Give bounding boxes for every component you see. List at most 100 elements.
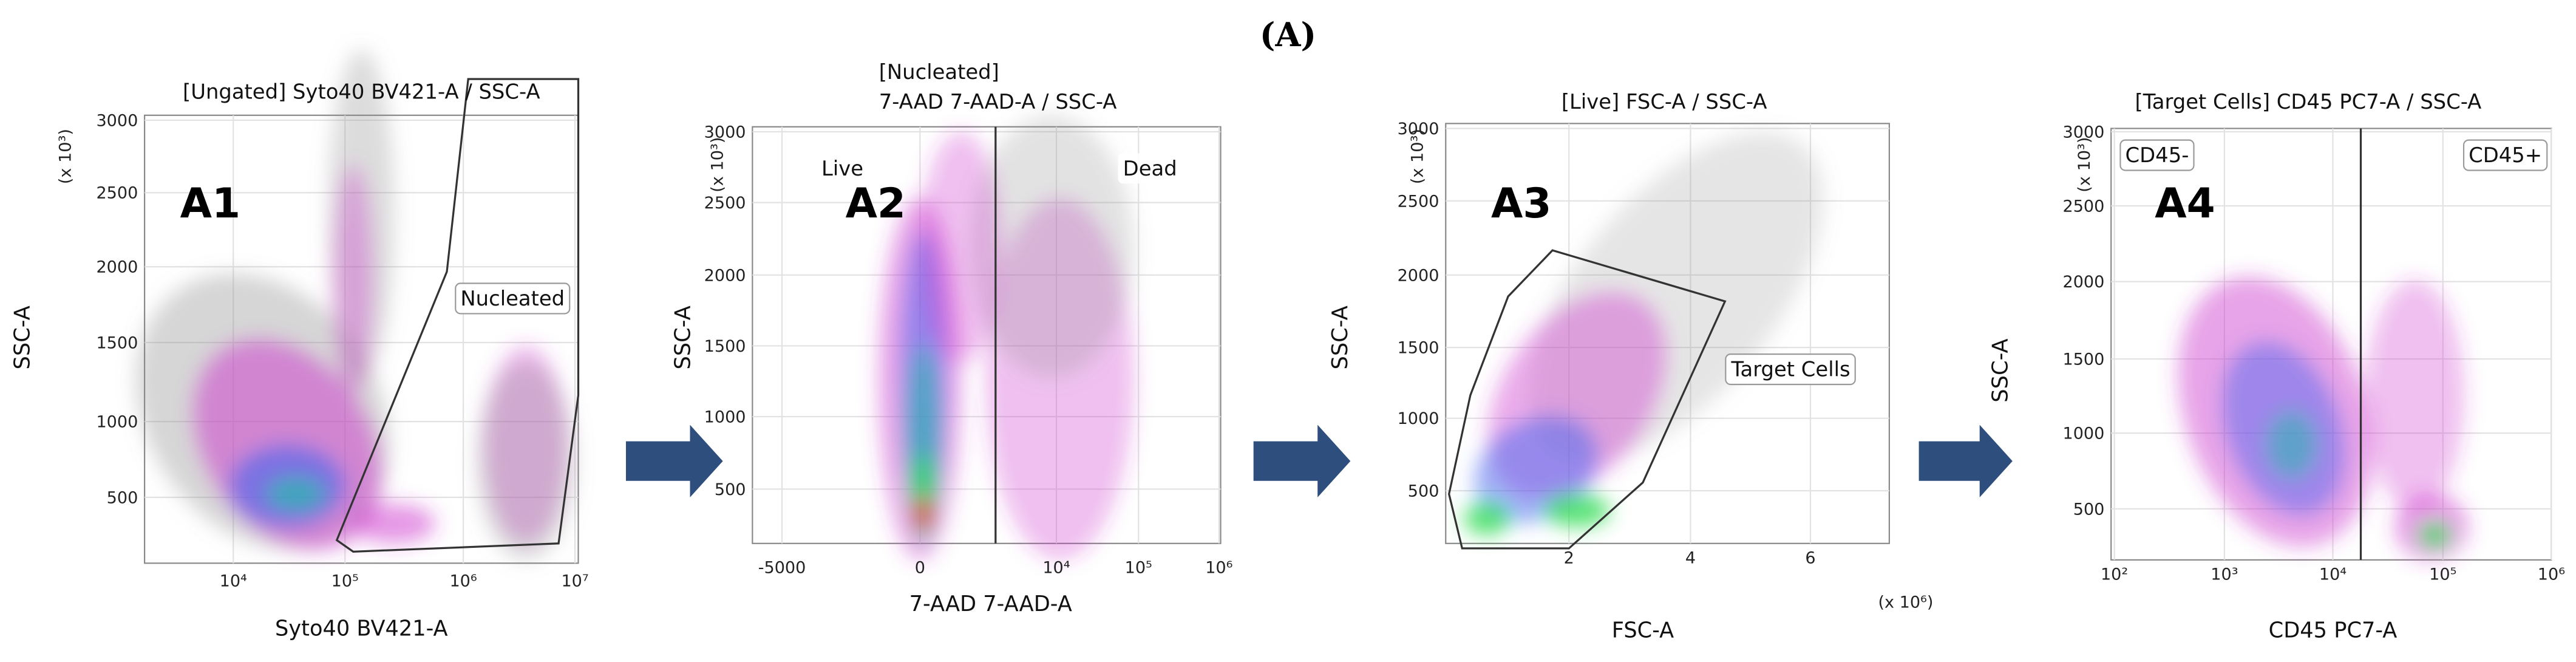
y-multiplier: (x 10³) bbox=[1408, 129, 1427, 184]
y-tick-label: 3000 bbox=[1398, 120, 1439, 138]
y-tick-label: 1500 bbox=[2063, 350, 2105, 369]
density-blob bbox=[915, 497, 932, 531]
panel: [Nucleated] 7-AAD 7-AAD-A / SSC-A A2 SSC-A (… bbox=[671, 60, 1233, 616]
gate-label-box bbox=[1725, 353, 1856, 386]
x-tick-label: 0 bbox=[915, 559, 925, 578]
panel-title: [Live] FSC-A / SSC-A bbox=[1562, 90, 1767, 114]
density-blob bbox=[2418, 522, 2452, 548]
y-tick-label: 500 bbox=[715, 480, 746, 499]
density-cloud bbox=[2178, 276, 2468, 560]
density-blob bbox=[476, 362, 576, 560]
gate-label-box bbox=[455, 282, 571, 315]
y-tick-label: 2000 bbox=[704, 266, 746, 285]
x-axis-label: 7-AAD 7-AAD-A bbox=[909, 592, 1072, 616]
y-multiplier: (x 10³) bbox=[56, 129, 75, 184]
gate-label: Live bbox=[821, 157, 863, 180]
gate-label: Target Cells bbox=[1730, 358, 1850, 381]
x-tick-label: 10⁶ bbox=[449, 572, 477, 590]
panel-title: [Nucleated] bbox=[879, 60, 999, 84]
y-tick-label: 2500 bbox=[2063, 197, 2105, 216]
x-axis-label: FSC-A bbox=[1612, 618, 1674, 643]
x-tick-label: 10² bbox=[2101, 565, 2128, 584]
density-blob bbox=[333, 165, 373, 395]
y-tick-label: 500 bbox=[107, 488, 138, 507]
panel-label: A4 bbox=[2155, 179, 2215, 227]
gate bbox=[335, 78, 580, 553]
y-tick-label: 2000 bbox=[1398, 266, 1439, 285]
y-tick-label: 2500 bbox=[704, 194, 746, 213]
density-blob bbox=[266, 477, 325, 511]
y-tick-label: 3000 bbox=[704, 123, 746, 142]
y-tick-label: 1000 bbox=[96, 413, 138, 432]
y-tick-label: 1500 bbox=[96, 333, 138, 352]
density-cloud bbox=[136, 49, 576, 560]
density-cloud bbox=[878, 115, 1134, 560]
gate-label-box bbox=[1118, 153, 1182, 184]
x-tick-label: 10⁷ bbox=[561, 572, 588, 590]
gate-label-box bbox=[2119, 139, 2195, 171]
x-tick-label: -5000 bbox=[758, 559, 806, 578]
y-tick-label: 1500 bbox=[704, 337, 746, 356]
arrow bbox=[1253, 425, 1351, 497]
panel: [Live] FSC-A / SSC-A A3 SSC-A (x 10³) FSC-A (… bbox=[1328, 90, 1933, 643]
panel-label: A2 bbox=[846, 179, 906, 227]
y-axis-label: SSC-A bbox=[10, 305, 35, 369]
x-tick-label: 10⁵ bbox=[2429, 565, 2456, 584]
y-tick-label: 1000 bbox=[1398, 409, 1439, 428]
y-axis-label: SSC-A bbox=[1328, 305, 1353, 369]
y-tick-label: 3000 bbox=[2063, 123, 2105, 142]
density-blob bbox=[1464, 502, 1510, 536]
x-tick-label: 6 bbox=[1805, 548, 1815, 567]
density-blob bbox=[969, 115, 1134, 379]
arrow bbox=[1918, 425, 2013, 497]
x-axis-label: Syto40 BV421-A bbox=[275, 616, 448, 641]
y-multiplier: (x 10³) bbox=[2075, 137, 2094, 193]
x-tick-label: 10⁴ bbox=[1042, 559, 1070, 578]
gate-label: CD45- bbox=[2126, 143, 2189, 167]
density-blob bbox=[920, 131, 1002, 363]
x-tick-label: 10⁴ bbox=[2319, 565, 2347, 584]
x-tick-label: 2 bbox=[1564, 548, 1574, 567]
x-tick-label: 4 bbox=[1685, 548, 1696, 567]
x-tick-label: 10⁵ bbox=[1125, 559, 1152, 578]
density-blob bbox=[2267, 411, 2317, 478]
gate-label-box bbox=[816, 153, 869, 184]
y-tick-label: 500 bbox=[2073, 500, 2105, 519]
panel-title: [Ungated] Syto40 BV421-A / SSC-A bbox=[183, 80, 540, 104]
arrow bbox=[625, 425, 723, 497]
panel: [Ungated] Syto40 BV421-A / SSC-A A1 SSC-A (… bbox=[10, 49, 589, 641]
panel: [Target Cells] CD45 PC7-A / SSC-A A4 SSC-A… bbox=[1988, 90, 2565, 643]
x-axis-label: CD45 PC7-A bbox=[2269, 618, 2398, 643]
gate-label: Dead bbox=[1123, 157, 1177, 180]
y-axis-label: SSC-A bbox=[671, 305, 696, 369]
y-tick-label: 1500 bbox=[1398, 339, 1439, 358]
y-tick-label: 1000 bbox=[2063, 425, 2105, 443]
panels: [Ungated] Syto40 BV421-A / SSC-A A1 SSC-A (… bbox=[10, 49, 2565, 643]
x-tick-label: 10⁶ bbox=[2538, 565, 2565, 584]
y-tick-label: 3000 bbox=[96, 111, 138, 130]
gate-label: Nucleated bbox=[460, 287, 565, 310]
gate-label: CD45+ bbox=[2469, 143, 2542, 167]
density-blob bbox=[2365, 279, 2464, 511]
y-tick-label: 2500 bbox=[1398, 192, 1439, 211]
figure-label: (A) bbox=[1260, 15, 1316, 54]
y-tick-label: 1000 bbox=[704, 408, 746, 426]
panel-label: A3 bbox=[1491, 179, 1551, 227]
x-tick-label: 10⁵ bbox=[331, 572, 359, 590]
y-tick-label: 2500 bbox=[96, 184, 138, 203]
y-multiplier: (x 10³) bbox=[709, 137, 727, 193]
y-tick-label: 2000 bbox=[2063, 273, 2105, 292]
density-blob bbox=[1544, 494, 1610, 527]
density-blob bbox=[353, 503, 436, 544]
gate bbox=[1448, 249, 1727, 550]
x-multiplier: (x 10⁶) bbox=[1878, 593, 1933, 612]
y-tick-label: 2000 bbox=[96, 258, 138, 277]
x-tick-label: 10⁴ bbox=[220, 572, 247, 590]
gate-label-box bbox=[2462, 139, 2548, 171]
x-tick-label: 10⁶ bbox=[1205, 559, 1232, 578]
y-tick-label: 500 bbox=[1408, 482, 1439, 500]
panel-label: A1 bbox=[180, 179, 240, 227]
panel-title: 7-AAD 7-AAD-A / SSC-A bbox=[879, 90, 1117, 114]
